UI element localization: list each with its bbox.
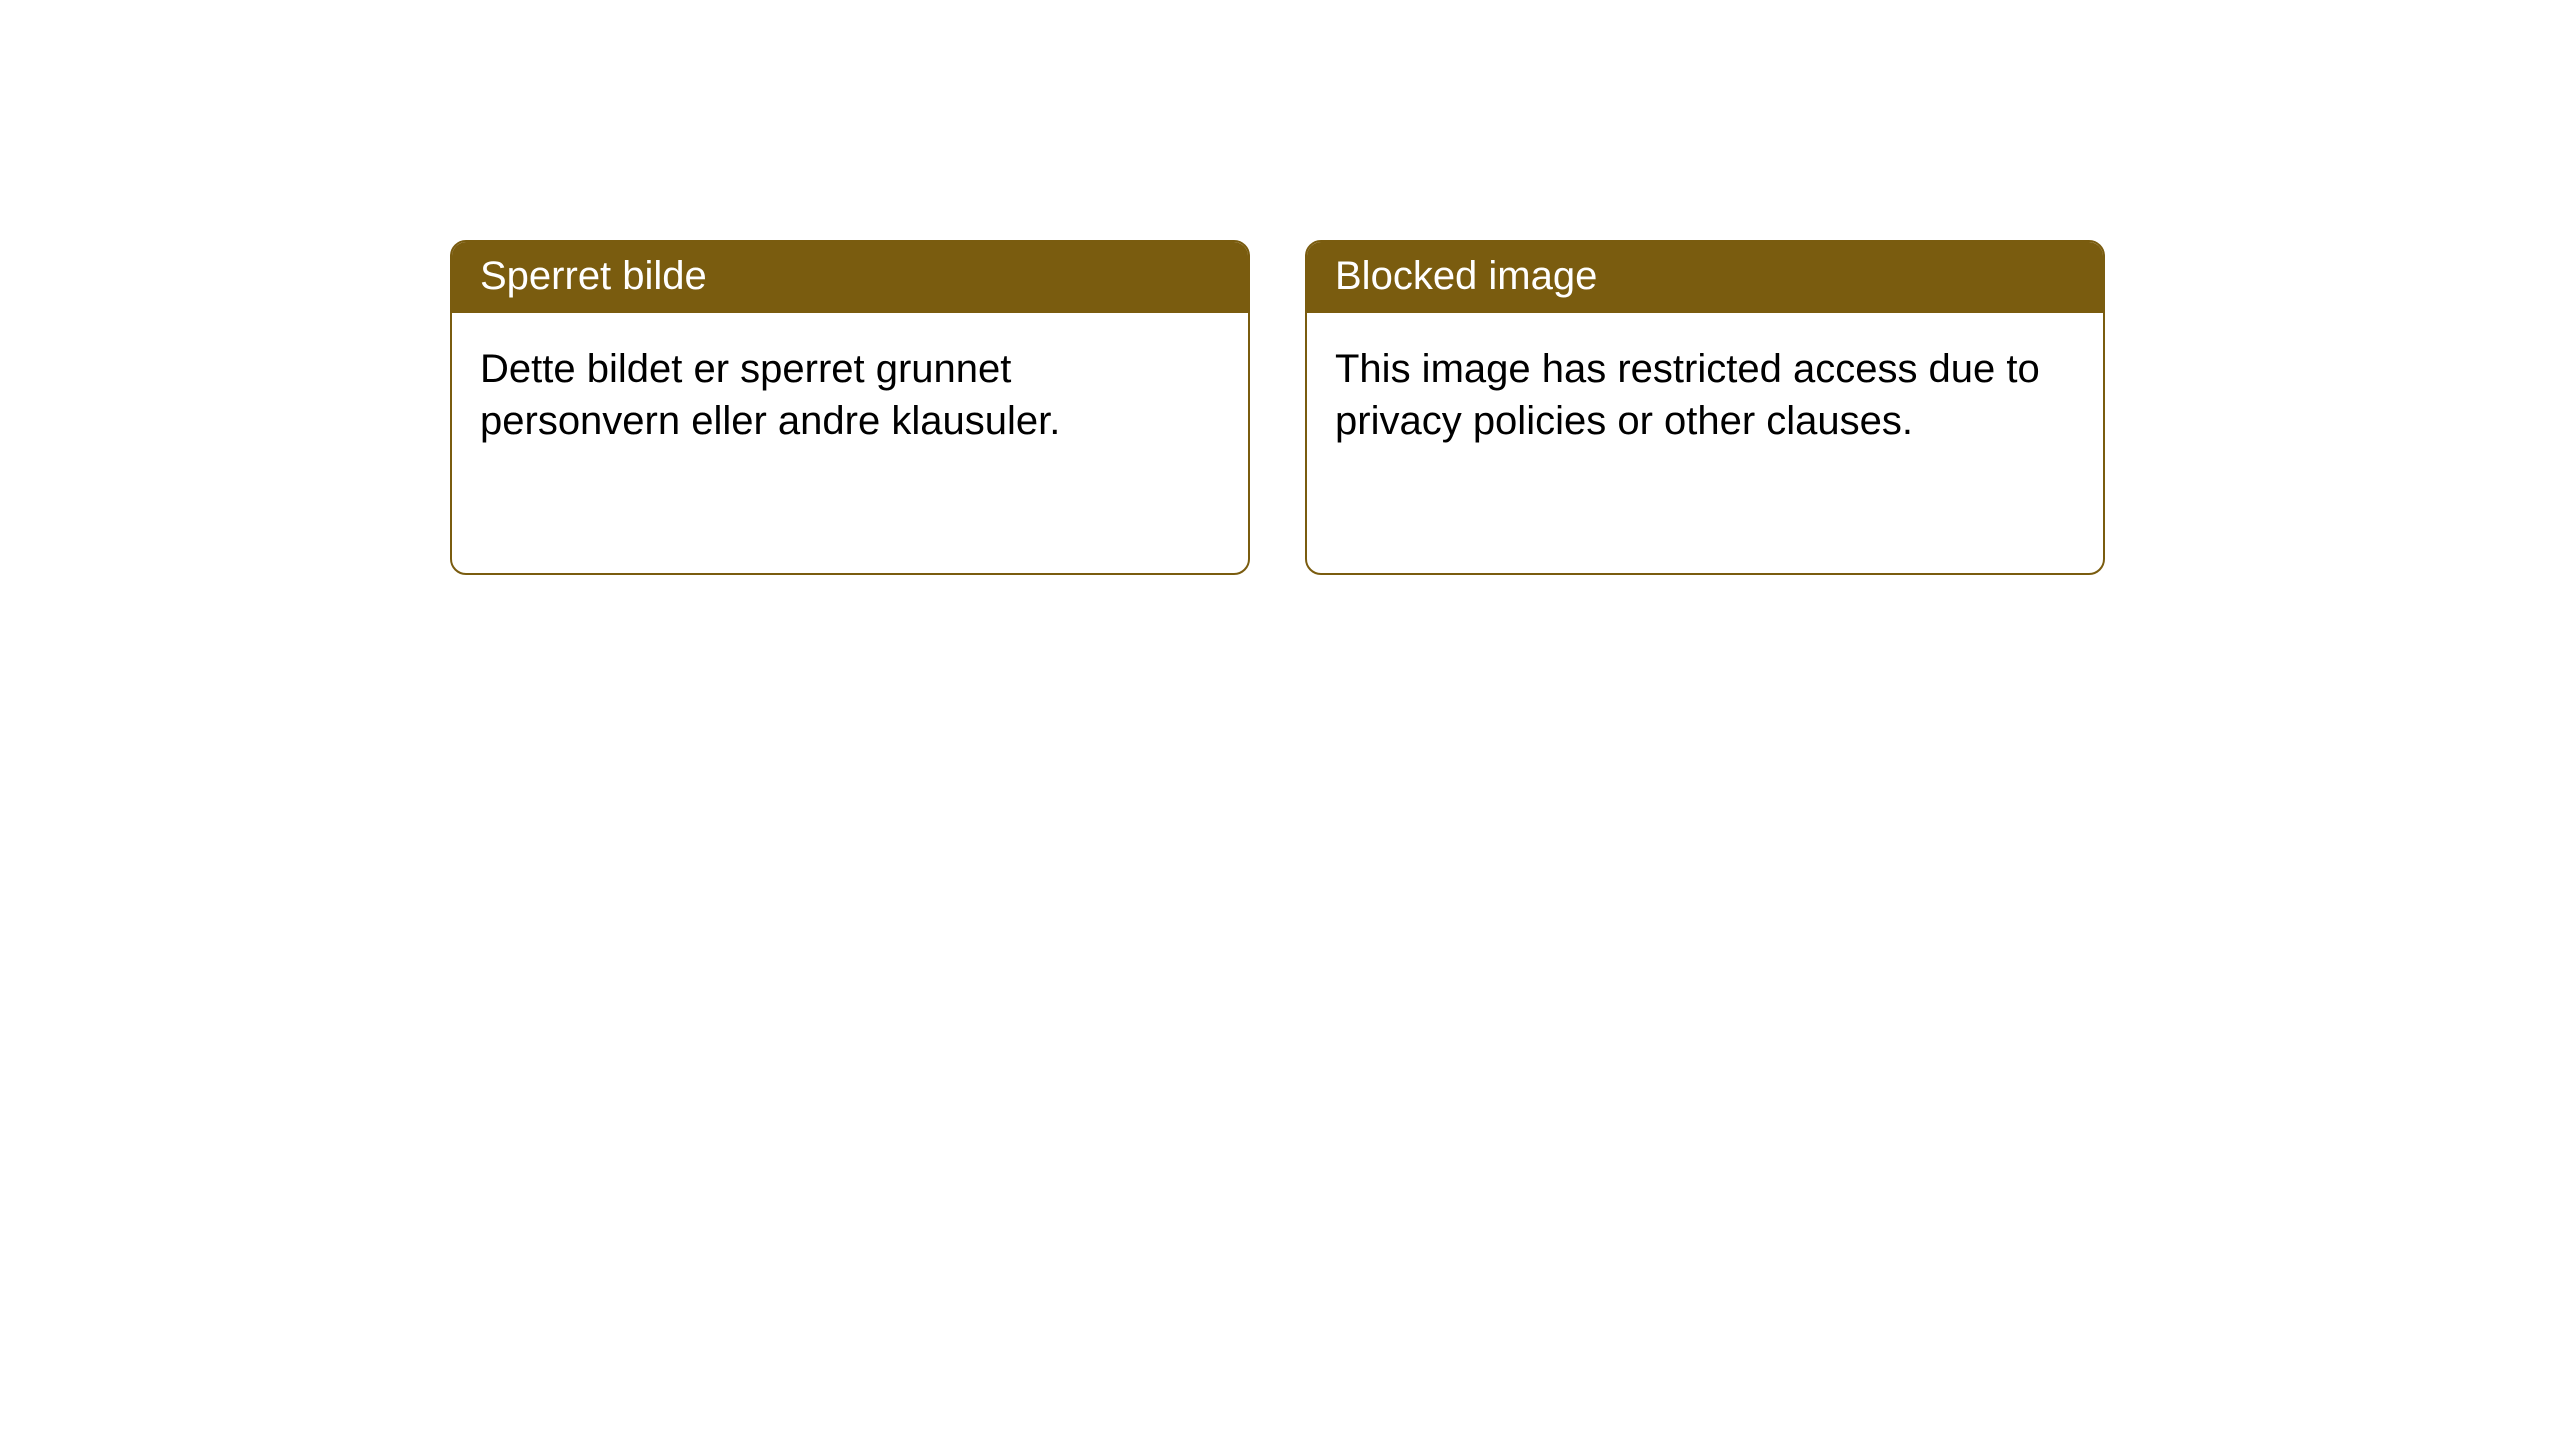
card-body: Dette bildet er sperret grunnet personve… bbox=[452, 313, 1248, 477]
card-message: This image has restricted access due to … bbox=[1335, 347, 2040, 443]
card-header: Blocked image bbox=[1307, 242, 2103, 313]
card-title: Blocked image bbox=[1335, 254, 1597, 298]
card-header: Sperret bilde bbox=[452, 242, 1248, 313]
notice-container: Sperret bilde Dette bildet er sperret gr… bbox=[0, 0, 2560, 575]
card-body: This image has restricted access due to … bbox=[1307, 313, 2103, 477]
card-title: Sperret bilde bbox=[480, 254, 707, 298]
notice-card-norwegian: Sperret bilde Dette bildet er sperret gr… bbox=[450, 240, 1250, 575]
card-message: Dette bildet er sperret grunnet personve… bbox=[480, 347, 1060, 443]
notice-card-english: Blocked image This image has restricted … bbox=[1305, 240, 2105, 575]
